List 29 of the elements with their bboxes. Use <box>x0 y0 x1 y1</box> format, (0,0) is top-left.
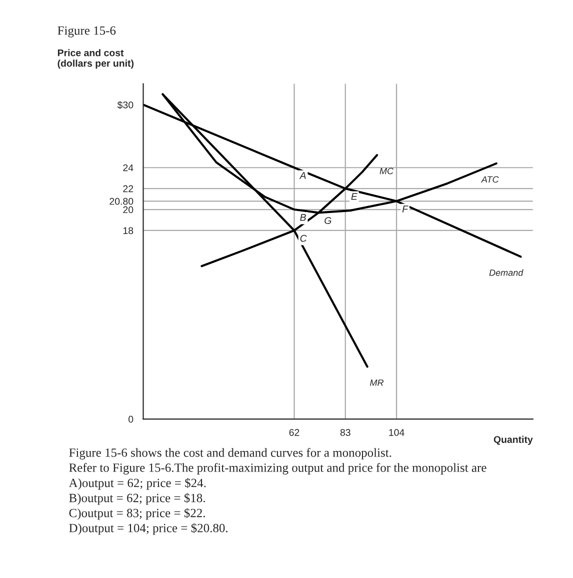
annotation: G <box>324 217 332 224</box>
text: B)output = 62; price = $18. <box>69 493 205 505</box>
annotation: F <box>402 206 408 212</box>
annotation: A <box>299 172 306 179</box>
caption: Figure 15-6 shows the cost and demand curves for a monopolist. <box>69 448 392 460</box>
x-axis-title: Quantity <box>494 436 533 445</box>
y-tick-label: 18 <box>123 227 134 234</box>
x-tick-label: 83 <box>340 429 350 436</box>
text: D)output = 104; price = $20.80. <box>69 523 228 535</box>
y-tick-label: 22 <box>123 185 134 192</box>
series-label: Demand <box>489 269 524 276</box>
annotation: B <box>300 214 306 221</box>
x-tick-label: 62 <box>289 429 300 436</box>
annotation: C <box>300 234 307 242</box>
y-tick-label: 20 <box>123 206 134 214</box>
series-label: ATC <box>480 176 499 183</box>
text: A)output = 62; price = $24. <box>68 478 206 490</box>
y-axis-title: Price and cost (dollars per unit) <box>58 49 134 69</box>
y-tick-label: 24 <box>123 164 134 172</box>
x-tick-label: 104 <box>389 429 404 436</box>
y-tick-label: 20.80 <box>110 198 134 205</box>
chart-title: Figure 15-6 <box>58 26 116 38</box>
text: C)output = 83; price = $22. <box>69 508 205 520</box>
series-label: MC <box>380 168 394 174</box>
text: Refer to Figure 15-6.The profit-maximizing output and price for the monopolist are <box>69 462 486 474</box>
series-label: MR <box>370 380 384 386</box>
annotation: E <box>351 193 358 200</box>
y-tick-label: 0 <box>128 416 134 423</box>
y-tick-label: $30 <box>117 101 134 109</box>
